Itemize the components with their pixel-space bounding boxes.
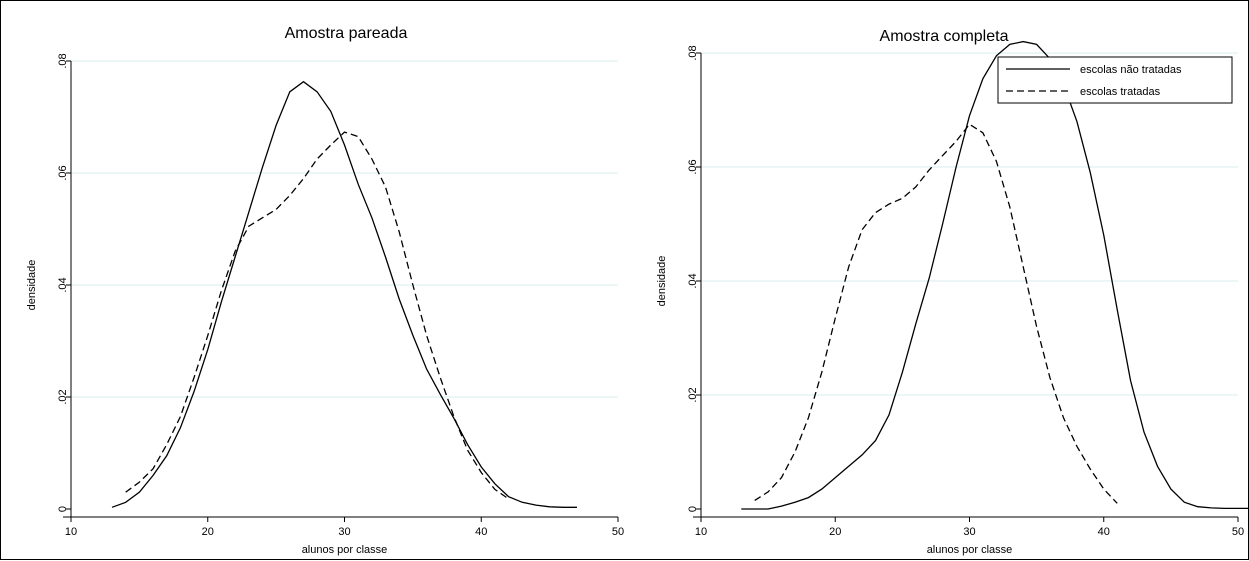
x-tick-label: 50	[612, 526, 624, 538]
legend-box	[997, 56, 1233, 104]
y-axis-label: densidade	[656, 256, 668, 307]
x-tick-label: 10	[65, 526, 77, 538]
y-tick-label: .02	[687, 387, 699, 402]
series-line-escolas-nao-tratadas	[741, 40, 1249, 510]
chart-title: Amostra completa	[880, 28, 1009, 45]
y-tick-label: .08	[57, 53, 69, 68]
x-tick-label: 20	[829, 526, 841, 538]
legend: escolas não tratadas escolas tratadas	[997, 56, 1233, 104]
x-tick-label: 10	[695, 526, 707, 538]
panel-2: 0 .02 .04 .06 .08 10 20 30 40 50 Amostra completa a…	[656, 28, 1249, 556]
x-tick-label: 30	[963, 526, 975, 538]
x-tick-label: 40	[1098, 526, 1110, 538]
y-tick-label: 0	[57, 506, 69, 512]
x-axis-label: alunos por classe	[927, 544, 1013, 556]
series-line-escolas-nao-tratadas	[111, 80, 577, 508]
series-line-escolas-tratadas	[125, 131, 509, 500]
chart-title: Amostra pareada	[285, 25, 408, 42]
x-tick-label: 40	[475, 526, 487, 538]
x-tick-label: 30	[338, 526, 350, 538]
y-tick-label: 0	[687, 506, 699, 512]
x-tick-label: 50	[1232, 526, 1244, 538]
y-tick-label: .06	[687, 159, 699, 174]
y-tick-label: .08	[687, 45, 699, 60]
y-tick-label: .04	[57, 277, 69, 292]
series-line-escolas-tratadas	[754, 123, 1118, 504]
y-tick-label: .04	[687, 273, 699, 288]
panel-1: 0 .02 .04 .06 .08 10 20 30 40 50 Amostra pareada al…	[26, 25, 624, 556]
legend-label: escolas tratadas	[1080, 86, 1161, 98]
y-tick-label: .06	[57, 165, 69, 180]
legend-label: escolas não tratadas	[1080, 64, 1182, 76]
x-tick-label: 20	[202, 526, 214, 538]
y-tick-label: .02	[57, 389, 69, 404]
x-axis-label: alunos por classe	[302, 544, 388, 556]
y-axis-label: densidade	[26, 260, 38, 311]
